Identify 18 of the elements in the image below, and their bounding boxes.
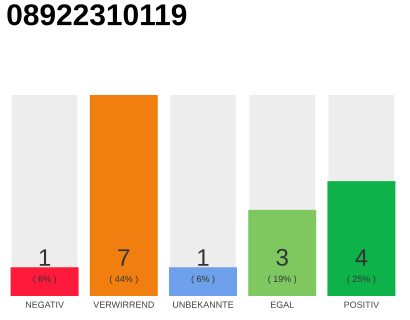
annotation: ( 6% ) [33, 275, 56, 284]
data-label: 4 [355, 249, 368, 266]
annotation: ( 44% ) [110, 275, 138, 284]
data-label: 3 [276, 248, 288, 266]
data-label: 7 [118, 249, 130, 266]
x-tick-label: NEGATIV [26, 302, 64, 308]
annotation: ( 19% ) [268, 275, 296, 284]
bar [10, 267, 79, 296]
x-tick-label: EGAL [270, 302, 294, 308]
x-tick-label: POSITIV [344, 302, 380, 308]
data-label: 1 [198, 249, 208, 266]
data-label: 1 [40, 249, 50, 266]
x-tick-label: VERWIRREND [93, 302, 154, 308]
bar [169, 267, 238, 296]
x-tick-label: UNBEKANNTE [173, 302, 234, 308]
chart-title: 08922310119 [7, 4, 186, 26]
annotation: ( 25% ) [348, 275, 376, 284]
annotation: ( 6% ) [192, 275, 214, 284]
